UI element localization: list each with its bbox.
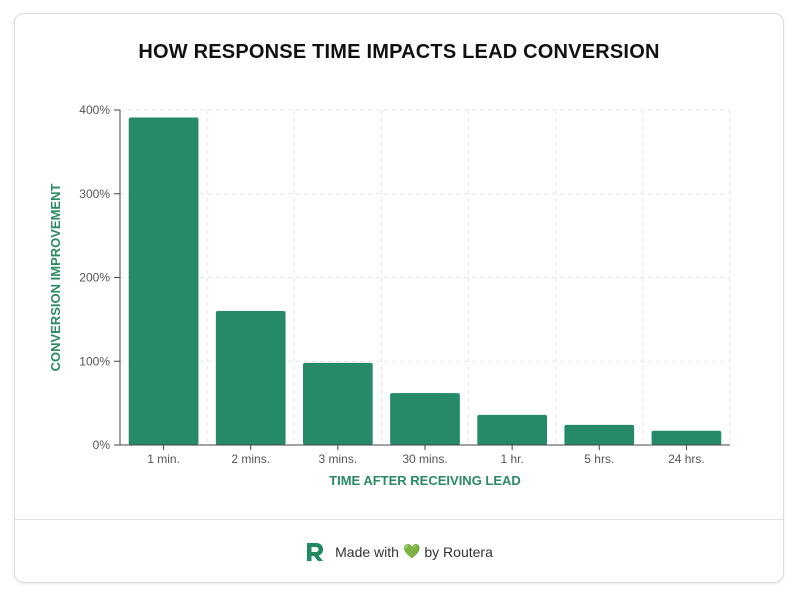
y-tick-label: 100% [79,354,110,368]
x-tick-label: 3 mins. [319,452,358,466]
bar[interactable] [477,414,547,445]
footer-divider [15,519,783,520]
bar[interactable] [564,424,635,445]
by-routera-link[interactable]: by Routera [424,543,493,560]
bar[interactable] [390,393,460,445]
chart-card: HOW RESPONSE TIME IMPACTS LEAD CONVERSIO… [14,13,784,583]
x-axis-label: TIME AFTER RECEIVING LEAD [329,473,521,488]
bar[interactable] [215,311,286,445]
x-tick-label: 24 hrs. [668,452,705,466]
y-tick-label: 200% [79,271,110,285]
y-tick-label: 0% [93,438,111,452]
x-tick-label: 1 min. [147,452,180,466]
chart-area: 0% 100% 200% 300% 400% 1 min. 2 mins. 3 mins. 30… [15,14,785,519]
footer: Made with 💚 by Routera [15,520,783,583]
x-tick-label: 30 mins. [402,452,447,466]
routera-logo-icon [307,542,324,561]
x-tick-label: 2 mins. [231,452,270,466]
chart-title: HOW RESPONSE TIME IMPACTS LEAD CONVERSIO… [138,41,660,63]
bar[interactable] [303,362,373,445]
heart-icon: 💚 [402,543,421,559]
bar[interactable] [128,117,199,445]
x-tick-label: 1 hr. [500,452,523,466]
y-tick-label: 300% [79,187,110,201]
y-tick-label: 400% [79,103,110,117]
footer-credit: Made with 💚 by Routera [335,543,493,560]
bar-chart: 0% 100% 200% 300% 400% 1 min. 2 mins. 3 mins. 30… [48,103,731,488]
made-with-text: Made with [335,543,399,560]
bar[interactable] [651,430,722,445]
x-tick-label: 5 hrs. [584,452,614,466]
y-axis-label: CONVERSION IMPROVEMENT [48,184,63,372]
